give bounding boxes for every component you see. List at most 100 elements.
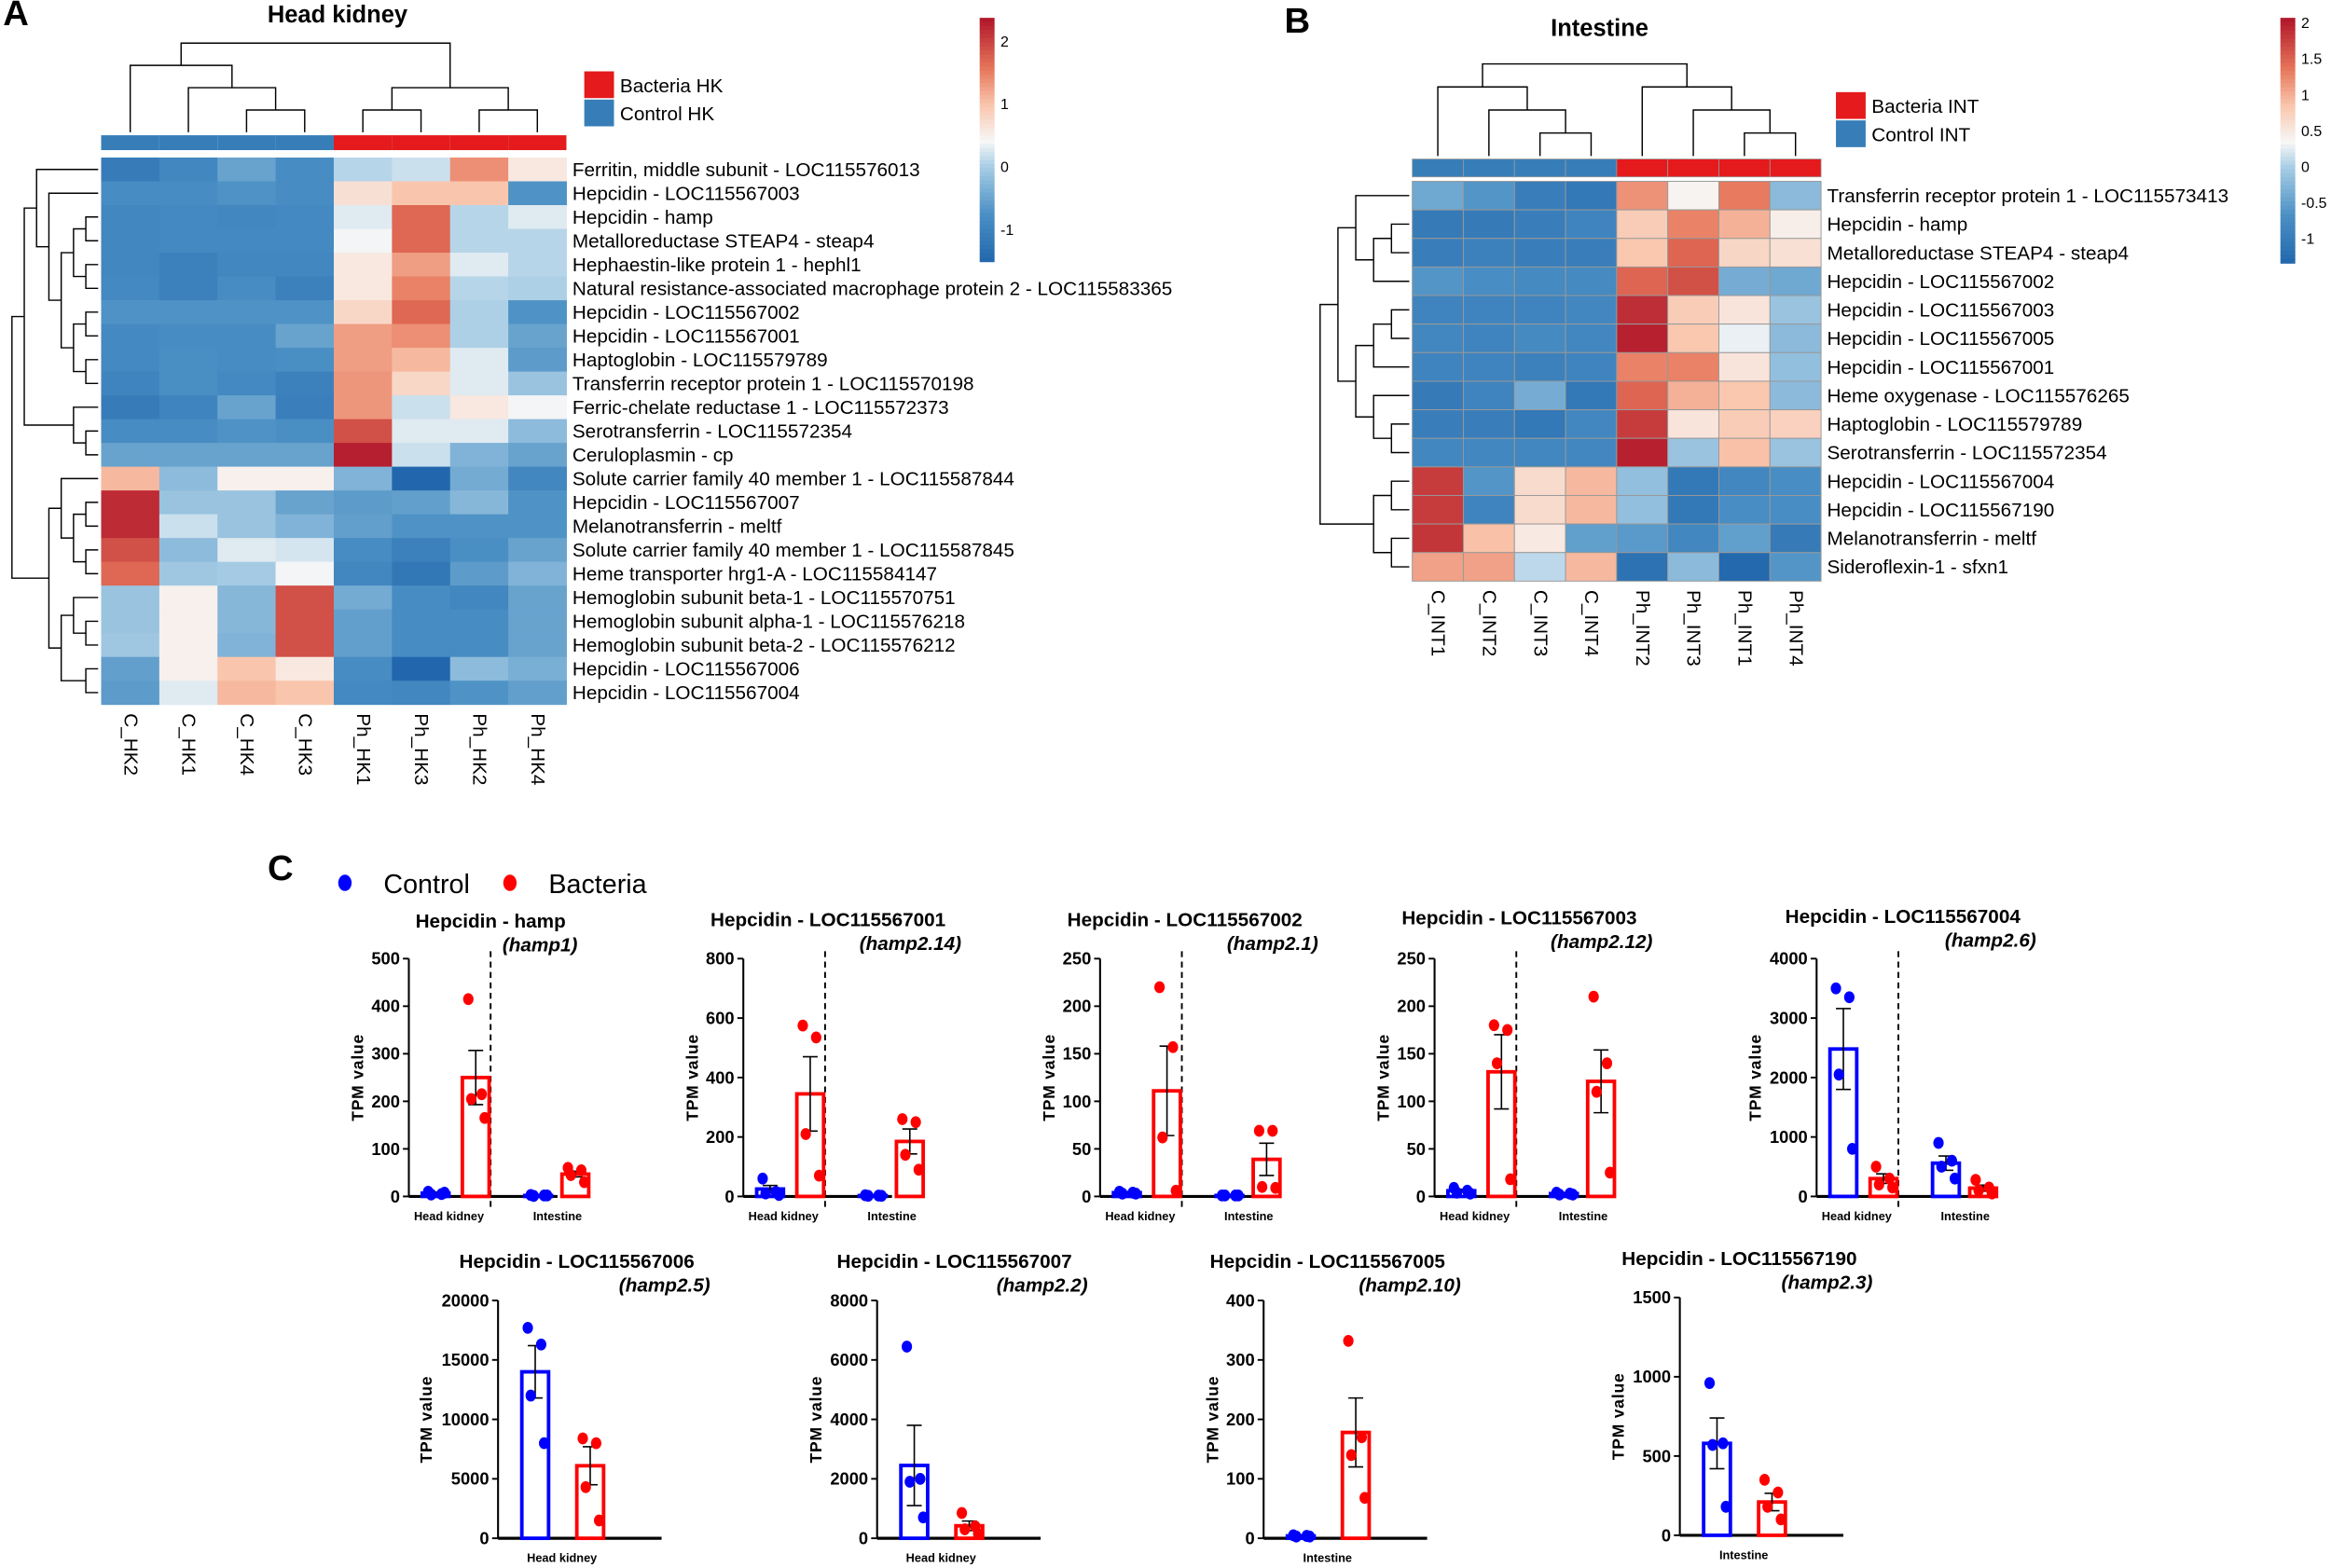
y-tick-label: 300 xyxy=(371,1044,400,1064)
heatmap-cell xyxy=(333,276,393,301)
y-tick-label: 20000 xyxy=(442,1290,490,1310)
colorbar-segment xyxy=(979,131,995,137)
heatmap-cell xyxy=(275,538,335,563)
panel-letter: A xyxy=(3,0,29,34)
colorbar-tick-label: -0.5 xyxy=(2301,196,2327,212)
chart-title: Hepcidin - LOC115567002 xyxy=(1068,909,1303,930)
heatmap-cell xyxy=(1513,494,1566,525)
heatmap-cell xyxy=(1565,323,1618,353)
y-tick-label: 0 xyxy=(1416,1187,1426,1206)
heatmap-cell xyxy=(101,681,160,706)
heatmap-cell xyxy=(159,253,218,278)
heatmap-cell xyxy=(449,348,509,373)
heatmap-cell xyxy=(508,514,567,539)
colorbar-segment xyxy=(2280,34,2296,39)
column-label: C_HK4 xyxy=(236,713,257,776)
heatmap-cell xyxy=(217,419,277,444)
data-point xyxy=(956,1506,968,1520)
column-label: Ph_HK2 xyxy=(469,713,490,785)
annotation-cell xyxy=(1667,158,1719,178)
colorbar-segment xyxy=(979,253,995,258)
heatmap-cell xyxy=(1616,295,1669,325)
heatmap-cell xyxy=(217,228,277,254)
data-point xyxy=(797,1019,808,1032)
y-tick-label: 250 xyxy=(1063,949,1092,969)
row-label: Hepcidin - LOC115567003 xyxy=(1827,300,2054,322)
heatmap-cell xyxy=(508,633,567,658)
data-point xyxy=(522,1321,533,1334)
colorbar-tick-label: -1 xyxy=(2301,232,2314,248)
colorbar-tick-label: 1 xyxy=(2301,88,2310,103)
heatmap-cell xyxy=(101,276,160,301)
data-point xyxy=(528,1190,539,1203)
heatmap-cell xyxy=(1513,295,1566,325)
y-axis-label: TPM value xyxy=(1609,1372,1628,1460)
y-tick-label: 200 xyxy=(1063,997,1092,1016)
row-label: Hepcidin - LOC115567004 xyxy=(572,682,800,704)
heatmap-cell xyxy=(217,205,277,230)
heatmap-cell xyxy=(1412,209,1464,240)
colorbar-segment xyxy=(979,208,995,213)
heatmap-cell xyxy=(1462,409,1515,439)
dendrogram-branch xyxy=(85,549,99,575)
data-point xyxy=(479,1111,490,1124)
heatmap-cell xyxy=(1667,409,1719,439)
dendrogram-branch xyxy=(73,323,87,373)
heatmap-cell xyxy=(159,633,218,658)
heatmap-cell xyxy=(159,228,218,254)
heatmap-cell xyxy=(392,538,451,563)
annotation-cell xyxy=(1412,158,1464,178)
colorbar-segment xyxy=(2280,169,2296,174)
column-label: C_HK1 xyxy=(178,713,200,776)
x-category-label: Head kidney xyxy=(1440,1209,1510,1223)
legend-swatch xyxy=(1836,91,1866,119)
colorbar-segment xyxy=(2280,46,2296,51)
chart-subtitle: (hamp2.1) xyxy=(1227,933,1318,955)
heatmap-cell xyxy=(1616,437,1669,468)
heatmap-cell xyxy=(449,656,509,681)
heatmap-cell xyxy=(217,181,277,206)
heatmap-cell xyxy=(508,300,567,325)
colorbar-segment xyxy=(2280,124,2296,130)
heatmap-cell xyxy=(333,181,393,206)
annotation-cell xyxy=(101,135,159,151)
colorbar-segment xyxy=(2280,152,2296,158)
row-label: Hepcidin - LOC115567001 xyxy=(572,325,800,347)
heatmap-cell xyxy=(1769,181,1822,211)
heatmap-cell xyxy=(333,205,393,230)
colorbar-tick-label: 0 xyxy=(2301,159,2310,175)
heatmap-cell xyxy=(392,490,451,516)
row-label: Transferrin receptor protein 1 - LOC1155… xyxy=(572,374,974,395)
panel-letter: B xyxy=(1285,1,1311,41)
heatmap-cell xyxy=(217,323,277,349)
heatmap-cell xyxy=(101,395,160,420)
colorbar-segment xyxy=(979,103,995,108)
heatmap-cell xyxy=(1513,466,1566,496)
row-label: Ceruloplasmin - cp xyxy=(572,445,734,466)
row-label: Hepcidin - hamp xyxy=(572,207,713,228)
annotation-cell xyxy=(275,135,334,151)
heatmap-cell xyxy=(1513,209,1566,240)
data-point xyxy=(1567,1189,1579,1201)
heatmap-cell xyxy=(1462,552,1515,582)
row-label: Hepcidin - LOC115567004 xyxy=(1827,471,2054,492)
dendrogram-branch xyxy=(1390,537,1410,568)
colorbar-segment xyxy=(2280,217,2296,223)
heatmap-cell xyxy=(1718,409,1771,439)
heatmap-cell xyxy=(1718,552,1771,582)
y-axis-label: TPM value xyxy=(349,1034,367,1121)
colorbar-segment xyxy=(979,87,995,92)
heatmap-cell xyxy=(101,443,160,468)
colorbar-segment xyxy=(979,228,995,234)
colorbar-segment xyxy=(2280,54,2296,60)
heatmap-cell xyxy=(392,561,451,586)
legend-label: Bacteria HK xyxy=(620,76,724,97)
heatmap-cell xyxy=(508,419,567,444)
panel-letter: C xyxy=(268,848,294,888)
row-label: Heme oxygenase - LOC115576265 xyxy=(1827,385,2129,406)
y-tick-label: 4000 xyxy=(830,1410,868,1429)
data-point xyxy=(1601,1057,1613,1069)
chart-subtitle: (hamp2.2) xyxy=(997,1274,1088,1296)
heatmap-cell xyxy=(1412,238,1464,268)
